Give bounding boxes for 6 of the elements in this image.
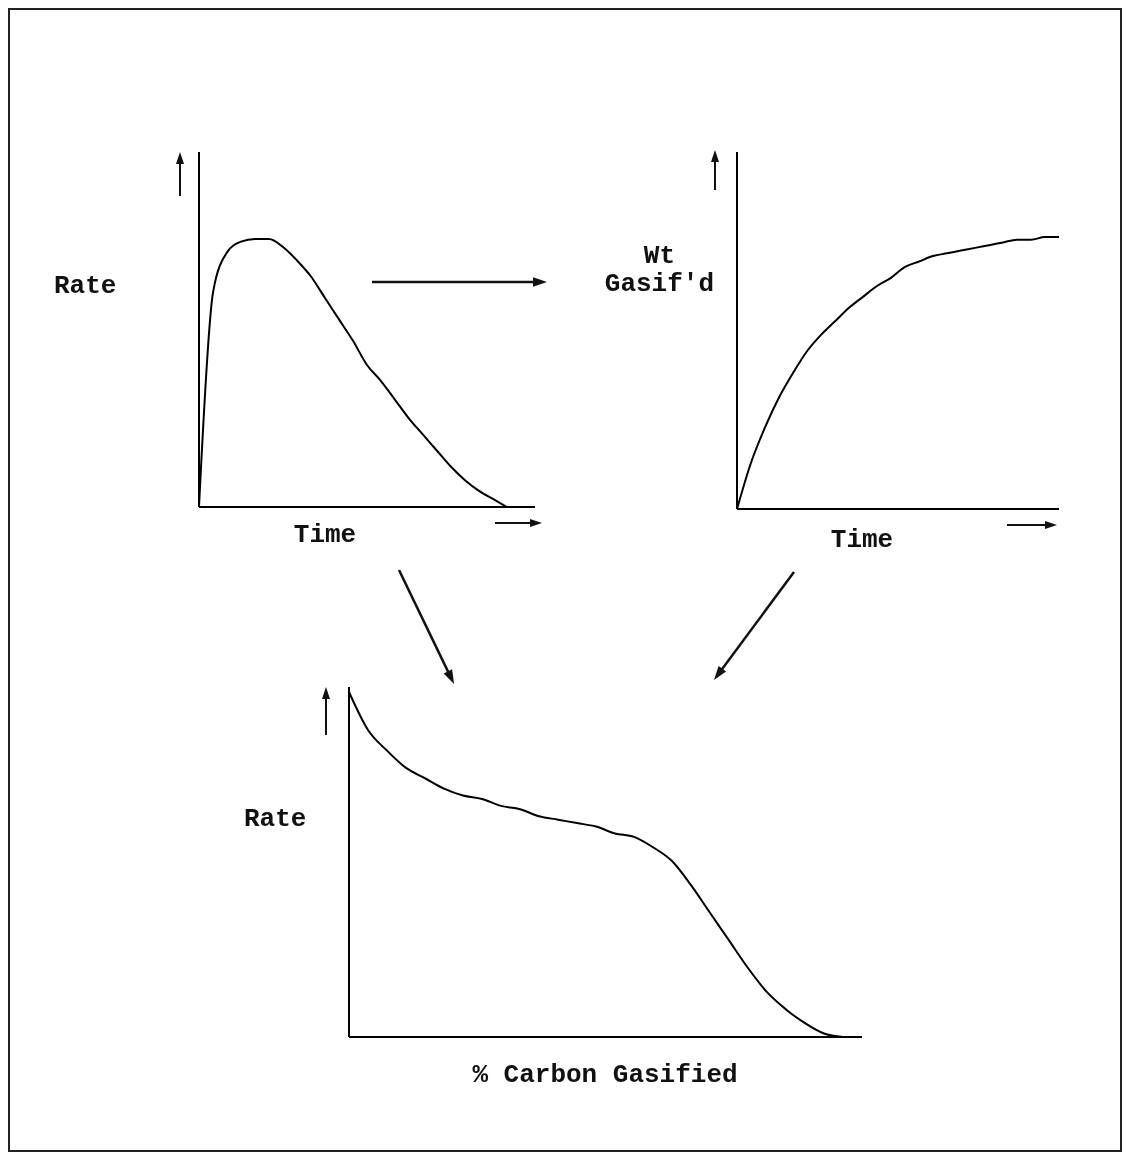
y-axis-title: Rate bbox=[54, 271, 117, 301]
y-axis-title: Wt Gasif'd bbox=[604, 241, 714, 299]
x-axis-title: Time bbox=[292, 520, 358, 550]
y-axis-title: Rate bbox=[244, 804, 307, 834]
x-axis-title: Time bbox=[829, 525, 895, 555]
x-axis-title: % Carbon Gasified bbox=[471, 1060, 739, 1090]
